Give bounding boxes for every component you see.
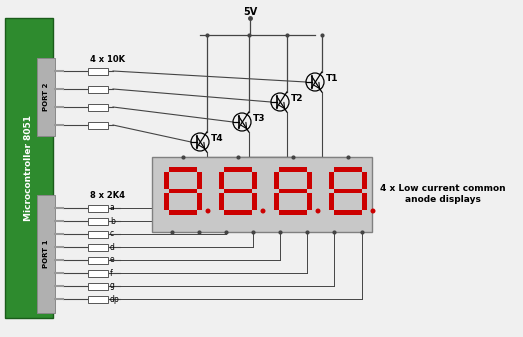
- Text: 8 x 2K4: 8 x 2K4: [90, 191, 125, 201]
- Bar: [252, 172, 257, 189]
- Bar: [37, 58, 55, 136]
- Bar: [197, 172, 202, 189]
- Bar: [279, 189, 307, 193]
- Bar: [307, 193, 312, 210]
- Bar: [329, 193, 334, 210]
- Circle shape: [260, 209, 266, 214]
- Text: PORT 1: PORT 1: [43, 240, 49, 268]
- Bar: [279, 210, 307, 215]
- Bar: [88, 231, 108, 238]
- Text: b: b: [110, 216, 115, 225]
- Bar: [329, 172, 334, 189]
- Bar: [5, 18, 53, 318]
- Bar: [88, 282, 108, 289]
- Bar: [88, 67, 108, 74]
- Bar: [197, 193, 202, 210]
- Bar: [362, 193, 367, 210]
- Bar: [224, 210, 252, 215]
- Bar: [88, 217, 108, 224]
- Bar: [88, 122, 108, 128]
- Text: T1: T1: [326, 74, 338, 83]
- Circle shape: [370, 209, 376, 214]
- Bar: [224, 189, 252, 193]
- Bar: [274, 193, 279, 210]
- Text: dp: dp: [110, 295, 120, 304]
- Text: d: d: [110, 243, 115, 251]
- Text: a: a: [110, 204, 115, 213]
- Circle shape: [315, 209, 321, 214]
- Bar: [307, 172, 312, 189]
- Bar: [88, 270, 108, 276]
- Text: f: f: [110, 269, 113, 277]
- Text: PORT 2: PORT 2: [43, 83, 49, 111]
- Bar: [169, 167, 197, 172]
- Bar: [152, 157, 372, 232]
- Text: 4 x Low current common
anode displays: 4 x Low current common anode displays: [380, 184, 506, 204]
- Bar: [88, 244, 108, 250]
- Bar: [219, 172, 224, 189]
- Circle shape: [206, 209, 210, 214]
- Bar: [88, 205, 108, 212]
- Bar: [274, 172, 279, 189]
- Bar: [88, 86, 108, 92]
- Bar: [252, 193, 257, 210]
- Text: Microcontroller 8051: Microcontroller 8051: [25, 115, 33, 221]
- Text: 5V: 5V: [243, 7, 257, 17]
- Bar: [219, 193, 224, 210]
- Bar: [88, 256, 108, 264]
- Text: T3: T3: [253, 114, 266, 123]
- Bar: [88, 296, 108, 303]
- Text: g: g: [110, 281, 115, 290]
- Bar: [334, 189, 362, 193]
- Bar: [164, 193, 169, 210]
- Bar: [279, 167, 307, 172]
- Bar: [169, 189, 197, 193]
- Text: e: e: [110, 255, 115, 265]
- Bar: [37, 195, 55, 313]
- Text: c: c: [110, 229, 114, 239]
- Bar: [334, 210, 362, 215]
- Bar: [334, 167, 362, 172]
- Bar: [88, 103, 108, 111]
- Bar: [362, 172, 367, 189]
- Text: 4 x 10K: 4 x 10K: [90, 55, 125, 63]
- Bar: [164, 172, 169, 189]
- Text: T4: T4: [211, 134, 224, 143]
- Bar: [169, 210, 197, 215]
- Text: T2: T2: [291, 94, 303, 103]
- Bar: [224, 167, 252, 172]
